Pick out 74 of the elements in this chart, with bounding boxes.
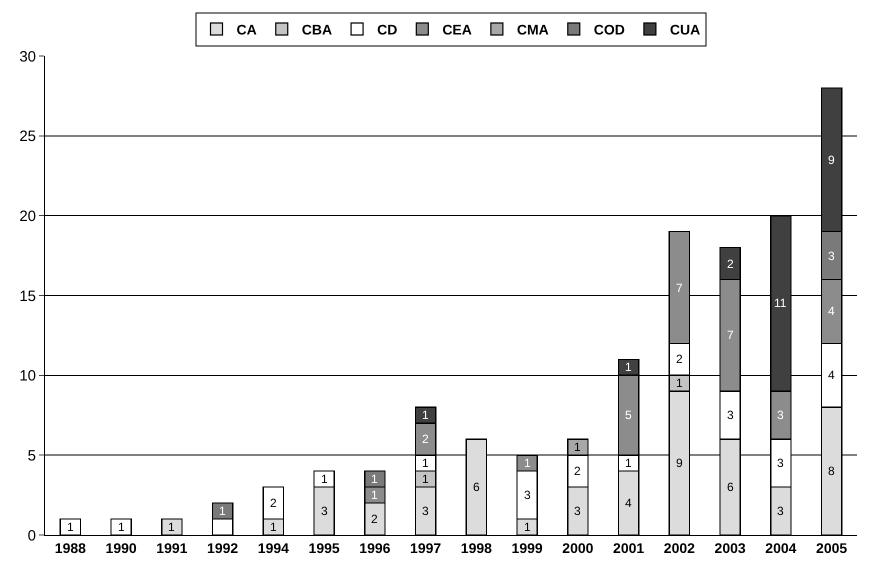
data-label: 6 xyxy=(727,480,734,494)
data-label: 6 xyxy=(473,480,480,494)
y-tick-label: 20 xyxy=(19,208,36,225)
x-tick-label: 2004 xyxy=(765,540,797,556)
legend-label: CD xyxy=(377,21,398,38)
legend-label: COD xyxy=(594,21,625,38)
data-label: 1 xyxy=(422,408,429,422)
legend-label: CA xyxy=(236,21,257,38)
legend-label: CUA xyxy=(670,21,700,38)
x-tick-label: 2001 xyxy=(613,540,644,556)
data-label: 5 xyxy=(625,408,632,422)
data-label: 2 xyxy=(371,512,378,526)
data-label: 3 xyxy=(422,504,429,518)
data-label: 3 xyxy=(321,504,328,518)
data-label: 1 xyxy=(168,520,175,534)
y-tick-label: 30 xyxy=(19,48,36,66)
data-label: 1 xyxy=(422,472,429,486)
data-label: 1 xyxy=(524,520,531,534)
y-tick-label: 5 xyxy=(28,447,36,464)
data-label: 2 xyxy=(422,432,429,446)
data-label: 7 xyxy=(676,281,683,295)
data-label: 9 xyxy=(828,153,835,167)
y-tick-label: 0 xyxy=(28,527,36,544)
data-label: 1 xyxy=(676,376,683,390)
data-label: 3 xyxy=(524,488,531,502)
data-label: 2 xyxy=(574,464,581,478)
data-label: 3 xyxy=(828,249,835,263)
data-label: 3 xyxy=(777,456,784,470)
x-tick-label: 1988 xyxy=(54,540,86,556)
x-tick-label: 1994 xyxy=(258,540,290,556)
data-label: 1 xyxy=(118,520,125,534)
data-label: 1 xyxy=(67,520,74,534)
data-label: 3 xyxy=(727,408,734,422)
data-label: 2 xyxy=(676,352,683,366)
data-label: 1 xyxy=(371,472,378,486)
data-label: 1 xyxy=(321,472,328,486)
y-tick-label: 10 xyxy=(19,368,36,385)
data-label: 1 xyxy=(625,456,632,470)
data-label: 2 xyxy=(270,496,277,510)
data-label: 3 xyxy=(574,504,581,518)
x-tick-label: 1991 xyxy=(156,540,188,556)
data-label: 4 xyxy=(625,496,632,510)
x-tick-label: 1996 xyxy=(359,540,391,556)
data-label: 1 xyxy=(219,504,226,518)
data-label: 1 xyxy=(422,456,429,470)
x-tick-label: 2003 xyxy=(714,540,746,556)
data-label: 4 xyxy=(828,368,835,382)
x-tick-label: 2000 xyxy=(562,540,594,556)
data-label: 9 xyxy=(676,456,683,470)
y-tick-label: 25 xyxy=(19,128,36,146)
legend-label: CMA xyxy=(516,21,549,38)
data-label: 2 xyxy=(727,257,734,271)
x-tick-label: 1999 xyxy=(512,540,543,556)
y-tick-label: 15 xyxy=(19,288,36,305)
legend-label: CEA xyxy=(442,21,472,38)
x-tick-label: 1998 xyxy=(460,540,492,556)
data-label: 1 xyxy=(371,488,378,502)
data-label: 3 xyxy=(777,408,784,422)
data-label: 11 xyxy=(774,296,787,310)
data-label: 4 xyxy=(828,304,835,318)
x-tick-label: 1990 xyxy=(106,540,137,556)
data-label: 7 xyxy=(727,328,734,342)
x-tick-label: 1995 xyxy=(308,540,340,556)
data-label: 8 xyxy=(828,464,835,478)
legend-label: CBA xyxy=(302,21,332,38)
x-tick-label: 2005 xyxy=(816,540,848,556)
data-label: 1 xyxy=(524,456,531,470)
x-tick-label: 2002 xyxy=(664,540,696,556)
x-tick-label: 1992 xyxy=(207,540,238,556)
data-label: 1 xyxy=(270,520,277,534)
data-label: 3 xyxy=(777,504,784,518)
data-label: 1 xyxy=(574,440,581,454)
x-tick-label: 1997 xyxy=(410,540,442,556)
data-label: 1 xyxy=(625,360,632,374)
